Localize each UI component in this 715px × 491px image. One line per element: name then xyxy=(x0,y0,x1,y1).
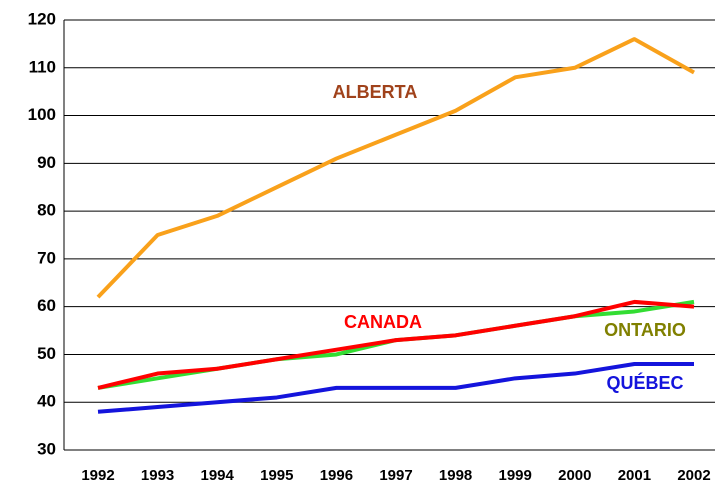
x-tick-label: 2001 xyxy=(618,467,651,484)
x-tick-label: 1995 xyxy=(260,467,293,484)
x-tick-label: 2000 xyxy=(558,467,591,484)
x-tick-label: 1996 xyxy=(320,467,353,484)
y-tick-label: 90 xyxy=(37,153,56,172)
x-tick-label: 1999 xyxy=(499,467,532,484)
y-tick-label: 50 xyxy=(37,344,56,363)
y-tick-label: 120 xyxy=(28,9,56,28)
series-label: QUÉBEC xyxy=(606,372,683,393)
y-tick-label: 70 xyxy=(37,248,56,267)
y-tick-label: 30 xyxy=(37,439,56,458)
y-tick-label: 110 xyxy=(29,57,56,76)
y-tick-label: 80 xyxy=(37,201,56,220)
x-tick-label: 1994 xyxy=(201,467,235,484)
x-tick-label: 1998 xyxy=(439,467,472,484)
series-line xyxy=(97,362,694,414)
series-label: ALBERTA xyxy=(333,82,418,102)
series-label: CANADA xyxy=(344,312,422,332)
x-tick-label: 1992 xyxy=(81,467,114,484)
y-tick-label: 100 xyxy=(28,105,56,124)
series-line xyxy=(96,37,695,299)
series-label: ONTARIO xyxy=(604,320,686,340)
x-tick-label: 2002 xyxy=(677,467,710,484)
x-tick-label: 1997 xyxy=(379,467,412,484)
x-tick-label: 1993 xyxy=(141,467,174,484)
series-line xyxy=(97,299,695,390)
y-tick-label: 40 xyxy=(37,392,56,411)
y-tick-label: 60 xyxy=(37,296,56,315)
